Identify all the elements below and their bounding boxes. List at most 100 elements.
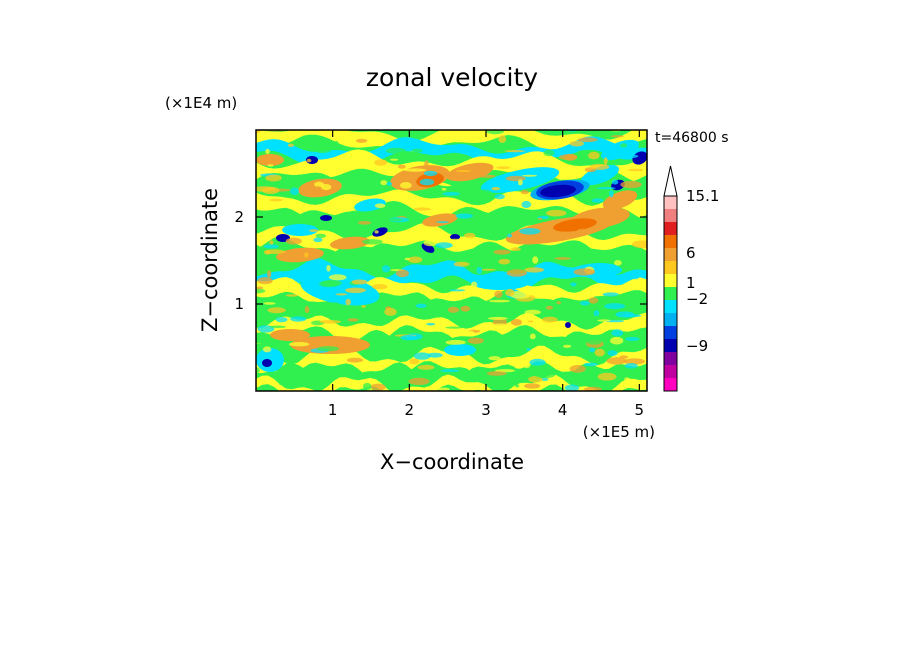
field-speckle <box>404 257 410 261</box>
field-speckle <box>507 233 513 238</box>
colorbar: 15.1 6 1−2 −9 <box>663 165 719 392</box>
field-blob <box>632 151 647 165</box>
x-axis-label: X−coordinate <box>380 450 524 474</box>
field-speckle <box>624 363 638 369</box>
x-unit-label: (×1E5 m) <box>583 423 655 441</box>
colorbar-label: 6 <box>686 244 696 262</box>
field-speckle <box>411 148 423 153</box>
field-speckle <box>263 302 276 305</box>
field-speckle <box>619 277 627 281</box>
field-speckle <box>315 233 327 239</box>
field-speckle <box>390 158 399 161</box>
field-speckle <box>504 150 526 153</box>
field-speckle <box>526 348 531 351</box>
field-speckle <box>436 221 449 224</box>
field-speckle <box>583 386 602 391</box>
field-speckle <box>285 294 298 297</box>
field-speckle <box>588 297 599 304</box>
field-speckle <box>546 209 567 217</box>
field-speckle <box>611 329 624 337</box>
field-speckle <box>589 347 596 353</box>
colorbar-segment <box>664 235 677 249</box>
colorbar-segment <box>664 378 677 392</box>
field-speckle <box>569 140 584 147</box>
field-speckle <box>317 346 340 352</box>
field-speckle <box>549 200 558 204</box>
field-speckle <box>262 186 280 194</box>
x-axis: 1 2 3 4 5 <box>328 130 644 419</box>
field-speckle <box>564 384 580 391</box>
field-speckle <box>583 362 598 367</box>
field-speckle <box>520 190 529 195</box>
field-speckle <box>267 164 274 167</box>
field-speckle <box>524 309 541 315</box>
field-speckle <box>491 187 501 191</box>
field-speckle <box>554 257 571 260</box>
field-speckle <box>573 240 579 247</box>
field-speckle <box>447 306 459 313</box>
field-speckle <box>400 334 418 341</box>
field-speckle <box>355 138 368 143</box>
velocity-field <box>256 130 647 391</box>
field-speckle <box>288 342 310 347</box>
field-speckle <box>609 190 614 198</box>
field-speckle <box>614 260 622 266</box>
field-speckle <box>402 130 414 137</box>
colorbar-segment <box>664 222 677 236</box>
field-speckle <box>267 270 272 278</box>
field-band <box>256 149 647 187</box>
colorbar-segment <box>664 261 677 275</box>
field-speckle <box>573 268 596 276</box>
field-speckle <box>321 280 343 287</box>
field-speckle <box>552 377 561 380</box>
field-speckle <box>312 186 324 195</box>
field-speckle <box>610 135 624 138</box>
field-speckle <box>506 269 527 277</box>
field-speckle <box>372 284 388 290</box>
x-tick-label: 5 <box>635 401 645 419</box>
field-speckle <box>269 325 287 329</box>
field-speckle <box>527 320 534 323</box>
field-speckle <box>364 269 382 274</box>
field-speckle <box>386 218 403 222</box>
field-band <box>256 374 647 391</box>
field-speckle <box>505 288 515 297</box>
field-blob <box>470 274 530 290</box>
field-speckle <box>594 348 605 357</box>
y-tick-label: 1 <box>234 295 244 313</box>
field-blob <box>330 236 370 250</box>
field-speckle <box>269 240 274 245</box>
field-speckle <box>509 290 531 299</box>
field-blob <box>450 234 460 240</box>
field-band <box>256 169 647 202</box>
colorbar-segment <box>664 274 677 288</box>
field-speckle <box>455 329 475 336</box>
field-speckle <box>486 130 504 135</box>
field-speckle <box>408 256 423 263</box>
field-speckle <box>417 364 435 370</box>
field-speckle <box>563 344 572 348</box>
field-speckle <box>602 292 619 297</box>
colorbar-segment <box>664 196 677 210</box>
field-blob <box>422 213 458 227</box>
field-speckle <box>374 203 386 208</box>
field-speckle <box>423 239 438 247</box>
field-speckle <box>493 249 511 255</box>
field-speckle <box>384 307 397 316</box>
field-speckle <box>381 265 391 273</box>
field-speckle <box>321 184 332 191</box>
field-speckle <box>528 376 543 383</box>
x-tick-label: 3 <box>481 401 491 419</box>
field-speckle <box>570 282 577 287</box>
field-blob <box>256 154 284 166</box>
field-speckle <box>518 179 523 186</box>
field-speckle <box>620 181 642 189</box>
field-speckle <box>630 275 640 280</box>
field-speckle <box>494 290 503 298</box>
field-speckle <box>597 319 611 322</box>
field-speckle <box>476 189 492 197</box>
field-speckle <box>615 311 635 318</box>
field-speckle <box>404 168 427 172</box>
field-speckle <box>413 207 431 211</box>
